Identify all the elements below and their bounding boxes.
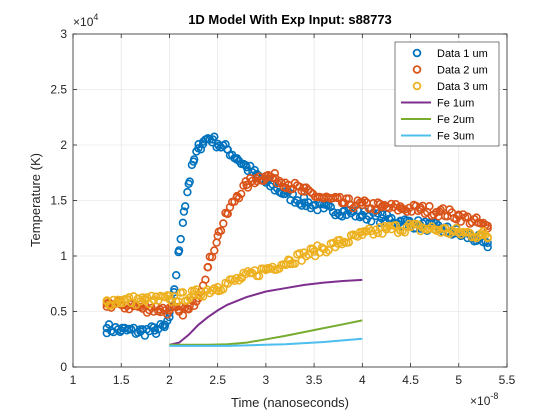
- x-tick-label: 1.5: [113, 373, 130, 387]
- legend: Data 1 um Data 2 um Data 3 um Fe 1um Fe 2um F…: [395, 42, 499, 146]
- x-tick-label: 4: [359, 373, 366, 387]
- y-exponent-base: 10: [80, 15, 94, 29]
- y-tick-label: 1.5: [50, 194, 67, 208]
- y-tick-label: 0: [60, 360, 67, 374]
- y-tick-label: 3: [60, 27, 67, 41]
- x-tick-label: 2: [166, 373, 173, 387]
- y-axis-label: Temperature (K): [28, 153, 43, 247]
- x-tick-label: 3.5: [306, 373, 323, 387]
- legend-label: Fe 2um: [437, 114, 474, 126]
- legend-label: Fe 1um: [437, 98, 474, 110]
- chart-title: 1D Model With Exp Input: s88773: [188, 12, 392, 27]
- x-axis-label: Time (nanoseconds): [231, 395, 349, 410]
- x-tick-label: 2.5: [209, 373, 226, 387]
- x-tick-label: 5.5: [499, 373, 516, 387]
- y-tick-label: 2.5: [50, 83, 67, 97]
- x-tick-label: 4.5: [402, 373, 419, 387]
- x-tick-label: 5: [455, 373, 462, 387]
- y-tick-label: 2: [60, 138, 67, 152]
- legend-label: Fe 3um: [437, 131, 474, 143]
- y-tick-label: 0.5: [50, 305, 67, 319]
- legend-label: Data 3 um: [437, 81, 488, 93]
- x-tick-label: 3: [263, 373, 270, 387]
- legend-label: Data 2 um: [437, 65, 488, 77]
- y-exponent-power: 4: [93, 12, 98, 22]
- x-tick-label: 1: [70, 373, 77, 387]
- x-exponent-base: 10: [477, 394, 491, 408]
- x-exponent-power: -8: [490, 391, 498, 401]
- legend-label: Data 1 um: [437, 48, 488, 60]
- y-tick-label: 1: [60, 249, 67, 263]
